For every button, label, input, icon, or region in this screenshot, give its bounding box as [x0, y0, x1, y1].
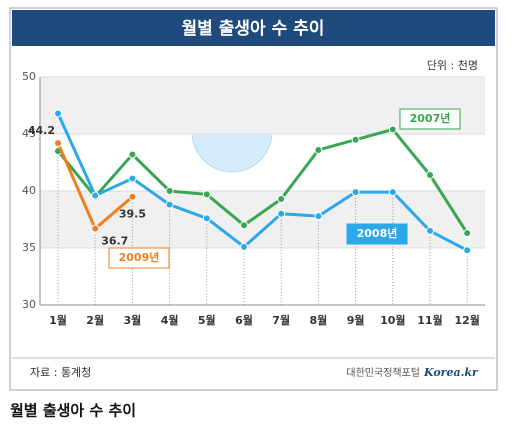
unit: 단위 : 천명	[427, 58, 478, 72]
point	[463, 229, 472, 238]
legend-label: 2008년	[357, 226, 398, 240]
x-tick-label: 10월	[380, 313, 405, 327]
line	[56, 112, 468, 252]
y-tick-label: 50	[22, 70, 36, 83]
x-tick-label: 1월	[49, 313, 67, 327]
legend-box	[108, 247, 170, 269]
point	[388, 188, 397, 197]
point	[240, 221, 248, 230]
point	[165, 187, 174, 195]
source: 자료 : 통계청	[30, 366, 91, 379]
point	[202, 214, 211, 223]
point	[128, 174, 137, 183]
x-tick-label: 2월	[86, 313, 104, 327]
point	[202, 190, 211, 199]
point	[314, 212, 323, 221]
caption: 월별 출생아 수 추이	[10, 402, 136, 420]
legend-label: 2007년	[410, 111, 451, 125]
chart-title: 월별 출생아 수 추이	[182, 19, 325, 39]
point	[165, 200, 174, 209]
y-tick-label: 35	[22, 241, 36, 254]
point	[277, 194, 286, 203]
title-bar	[12, 10, 495, 46]
point	[314, 145, 323, 154]
data-label: 39.5	[119, 208, 146, 221]
x-tick-label: 8월	[310, 313, 328, 327]
point	[388, 125, 397, 134]
legend-label: 2009년	[119, 250, 160, 264]
data-label: 36.7	[101, 235, 128, 248]
y-tick-label: 45	[22, 127, 36, 140]
point	[240, 242, 248, 251]
legend-box	[399, 108, 461, 130]
y-tick-label: 40	[22, 184, 36, 197]
point	[54, 139, 62, 148]
x-tick-label: 4월	[161, 313, 179, 327]
line	[56, 127, 469, 234]
x-tick-label: 7월	[272, 313, 290, 327]
x-tick-label: 9월	[347, 313, 365, 327]
legend-box	[346, 223, 408, 245]
point	[128, 150, 137, 159]
point	[128, 192, 137, 201]
x-tick-label: 11월	[417, 313, 442, 327]
point	[351, 135, 360, 144]
publisher: 대한민국정책포털	[346, 367, 420, 379]
grid-band	[40, 191, 485, 248]
point	[91, 224, 100, 233]
x-tick-label: 12월	[454, 313, 479, 327]
x-tick-label: 3월	[124, 313, 142, 327]
x-tick-label: 6월	[235, 313, 253, 327]
y-tick-label: 30	[22, 298, 36, 311]
point	[426, 226, 434, 235]
point	[54, 109, 62, 118]
point	[426, 171, 434, 180]
logo: Korea.kr	[423, 366, 479, 379]
point	[351, 188, 360, 197]
point	[91, 191, 100, 200]
point	[277, 209, 286, 218]
x-tick-label: 5월	[198, 313, 216, 327]
point	[463, 246, 472, 255]
data-label: 44.2	[28, 124, 55, 137]
